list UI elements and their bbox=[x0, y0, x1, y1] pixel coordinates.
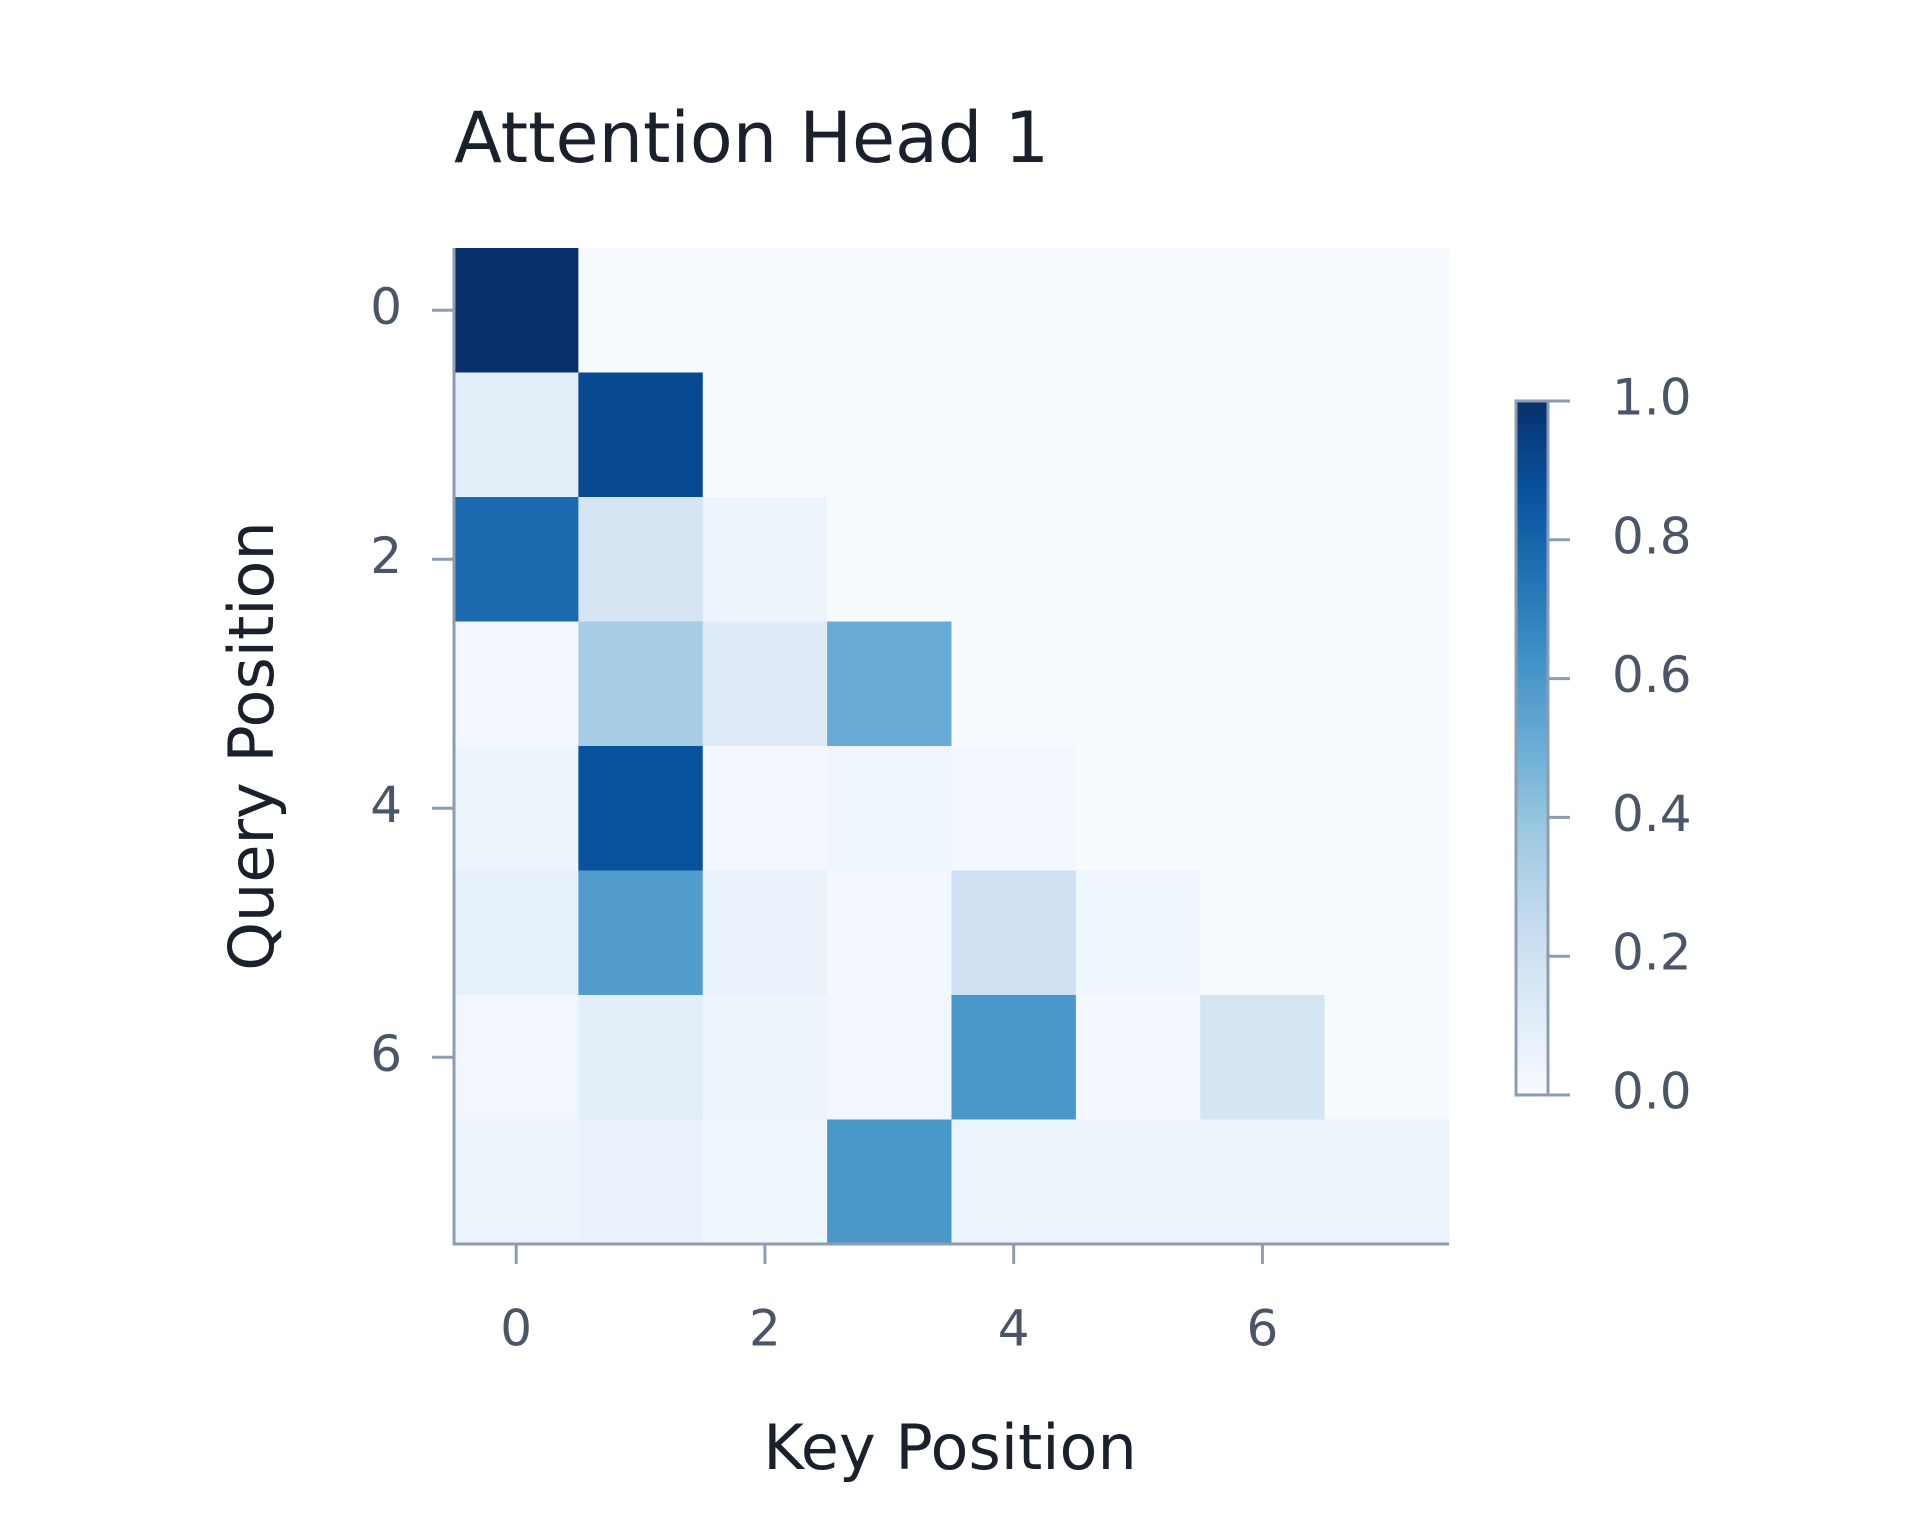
y-tick-label: 6 bbox=[370, 1025, 402, 1083]
heatmap-cell bbox=[1075, 870, 1201, 996]
heatmap-cells bbox=[454, 248, 1450, 1245]
heatmap-cell bbox=[1075, 621, 1201, 747]
heatmap-cell bbox=[1324, 746, 1450, 871]
heatmap-cell bbox=[1324, 372, 1450, 498]
axes: 0 2 4 6 0 2 4 6 0.0 0.2 0.4 0.6 0.8 1.0 bbox=[370, 248, 1692, 1358]
heatmap-cell bbox=[1324, 995, 1450, 1120]
y-tick-label: 0 bbox=[370, 278, 402, 336]
x-tick-label: 6 bbox=[1247, 1300, 1279, 1358]
heatmap-cell bbox=[951, 497, 1077, 622]
heatmap-cell bbox=[1324, 621, 1450, 747]
heatmap-cell bbox=[1200, 621, 1326, 747]
heatmap-cell bbox=[1200, 1119, 1326, 1245]
heatmap-cell bbox=[827, 995, 952, 1120]
heatmap-cell bbox=[1075, 497, 1201, 622]
heatmap-cell bbox=[702, 746, 828, 871]
heatmap-cell bbox=[702, 248, 828, 373]
heatmap-cell bbox=[578, 746, 704, 871]
heatmap-cell bbox=[951, 248, 1077, 373]
heatmap-cell bbox=[1200, 995, 1326, 1120]
heatmap-cell bbox=[702, 621, 828, 747]
heatmap-cell bbox=[1324, 248, 1450, 373]
colorbar-tick-label: 0.8 bbox=[1612, 507, 1692, 565]
heatmap-cell bbox=[702, 497, 828, 622]
heatmap-cell bbox=[578, 497, 704, 622]
colorbar bbox=[1514, 399, 1550, 1097]
heatmap-cell bbox=[951, 870, 1077, 996]
x-tick-label: 4 bbox=[998, 1300, 1030, 1358]
heatmap-cell bbox=[1075, 995, 1201, 1120]
heatmap-cell bbox=[454, 995, 579, 1120]
colorbar-tick-label: 0.2 bbox=[1612, 924, 1692, 982]
heatmap-cell bbox=[827, 248, 952, 373]
heatmap-cell bbox=[1200, 746, 1326, 871]
heatmap-cell bbox=[702, 372, 828, 498]
y-axis-label: Query Position bbox=[215, 521, 288, 971]
y-tick-label: 4 bbox=[370, 776, 402, 834]
heatmap-cell bbox=[578, 995, 704, 1120]
heatmap-cell bbox=[454, 1119, 579, 1245]
chart-title: Attention Head 1 bbox=[454, 97, 1049, 179]
heatmap-cell bbox=[951, 746, 1077, 871]
heatmap-cell bbox=[1324, 870, 1450, 996]
heatmap-cell bbox=[1075, 1119, 1201, 1245]
axis-spine bbox=[452, 248, 1449, 1246]
heatmap-cell bbox=[1200, 870, 1326, 996]
heatmap-cell bbox=[1075, 248, 1201, 373]
heatmap-cell bbox=[827, 870, 952, 996]
heatmap-cell bbox=[702, 995, 828, 1120]
heatmap-cell bbox=[578, 248, 704, 373]
heatmap-cell bbox=[454, 372, 579, 498]
heatmap-cell bbox=[1075, 372, 1201, 498]
heatmap-cell bbox=[1324, 497, 1450, 622]
heatmap-cell bbox=[1324, 1119, 1450, 1245]
heatmap-cell bbox=[951, 621, 1077, 747]
x-tick-label: 2 bbox=[749, 1300, 781, 1358]
heatmap-cell bbox=[1200, 497, 1326, 622]
heatmap-cell bbox=[702, 870, 828, 996]
x-tick-label: 0 bbox=[500, 1300, 532, 1358]
heatmap-cell bbox=[578, 1119, 704, 1245]
heatmap-cell bbox=[578, 870, 704, 996]
heatmap-cell bbox=[827, 746, 952, 871]
heatmap-cell bbox=[454, 746, 579, 871]
heatmap-cell bbox=[454, 870, 579, 996]
heatmap-cell bbox=[827, 372, 952, 498]
y-tick-label: 2 bbox=[370, 527, 402, 585]
heatmap-cell bbox=[951, 995, 1077, 1120]
heatmap-cell bbox=[827, 621, 952, 747]
colorbar-tick-label: 0.4 bbox=[1612, 785, 1692, 843]
heatmap-cell bbox=[454, 621, 579, 747]
heatmap-cell bbox=[1075, 746, 1201, 871]
heatmap-cell bbox=[702, 1119, 828, 1245]
colorbar-tick-label: 0.6 bbox=[1612, 646, 1692, 704]
colorbar-tick-label: 0.0 bbox=[1612, 1063, 1692, 1121]
heatmap-cell bbox=[578, 372, 704, 498]
colorbar-tick-label: 1.0 bbox=[1612, 369, 1692, 427]
heatmap-cell bbox=[827, 497, 952, 622]
heatmap-cell bbox=[951, 1119, 1077, 1245]
heatmap-cell bbox=[578, 621, 704, 747]
heatmap-cell bbox=[1200, 372, 1326, 498]
heatmap-cell bbox=[1200, 248, 1326, 373]
heatmap-cell bbox=[454, 497, 579, 622]
heatmap-cell bbox=[454, 248, 579, 373]
heatmap-cell bbox=[951, 372, 1077, 498]
x-axis-label: Key Position bbox=[763, 1411, 1137, 1484]
heatmap-cell bbox=[827, 1119, 952, 1245]
